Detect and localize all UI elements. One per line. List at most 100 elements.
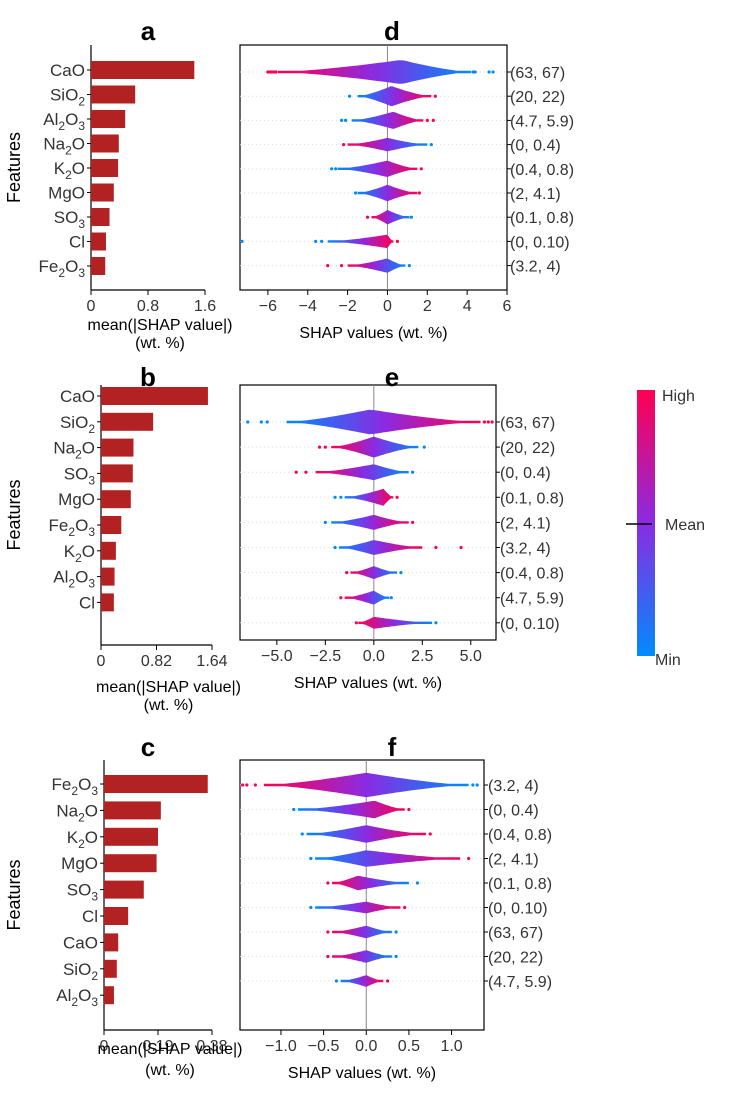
violin-shape <box>340 975 384 987</box>
bar <box>101 593 114 612</box>
outlier-point <box>417 191 421 195</box>
colorbar-high-label: High <box>662 388 695 405</box>
bar <box>104 880 144 899</box>
bar <box>91 257 106 275</box>
row-range-label: (4.7, 5.9) <box>488 974 552 991</box>
outlier-point <box>342 143 346 147</box>
row-range-label: (20, 22) <box>488 950 543 967</box>
outlier-point <box>475 783 479 787</box>
outlier-point <box>344 118 348 122</box>
outlier-point <box>292 807 296 812</box>
bar <box>104 933 119 952</box>
outlier-point <box>334 979 339 983</box>
outlier-point <box>419 167 423 171</box>
outlier-point <box>471 783 475 787</box>
bar <box>104 986 114 1005</box>
outlier-point <box>389 596 393 600</box>
bar <box>104 801 161 820</box>
row-range-label: (63, 67) <box>488 925 543 942</box>
x-tick-label: 2 <box>423 298 432 315</box>
x-axis-label: mean(|SHAP value|) <box>88 317 233 334</box>
x-tick-label: 0 <box>87 298 96 315</box>
outlier-point <box>365 215 370 219</box>
outlier-point <box>339 596 343 600</box>
violin-shape <box>331 514 409 530</box>
category-label: Fe2O3 <box>39 257 86 280</box>
row-range-label: (2, 4.1) <box>510 186 561 203</box>
outlier-point <box>334 167 338 171</box>
row-range-label: (4.7, 5.9) <box>500 591 564 608</box>
outlier-point <box>407 264 411 268</box>
outlier-point <box>428 832 432 836</box>
panel-label-a: a <box>141 16 156 46</box>
outlier-point <box>330 167 334 171</box>
outlier-point <box>385 979 390 983</box>
violin-shape <box>332 950 392 963</box>
panel-c: c Fe2O3 Na2O K2O MgO SO3 Cl CaO SiO2 Al2O3 0 0.19 0.… <box>4 732 242 1079</box>
outlier-point <box>434 545 438 550</box>
x-tick-label: −5.0 <box>261 648 293 665</box>
outlier-point <box>487 70 491 74</box>
outlier-point <box>394 954 398 959</box>
category-label: Fe2O3 <box>52 775 99 798</box>
bar <box>101 438 134 457</box>
row-range-label: (2, 4.1) <box>500 515 551 532</box>
panel-label-b: b <box>140 362 156 392</box>
outlier-point <box>482 420 486 424</box>
outlier-point <box>345 571 349 575</box>
category-label: Na2O <box>53 439 95 462</box>
violin-shape <box>351 111 424 129</box>
violin-shape <box>338 540 423 555</box>
outlier-point <box>326 264 330 268</box>
outlier-point <box>274 70 278 74</box>
bar <box>101 490 131 509</box>
x-axis-label: SHAP values (wt. %) <box>288 1065 436 1082</box>
outlier-point <box>320 239 324 243</box>
category-label: CaO <box>60 387 95 406</box>
outlier-point <box>399 571 403 575</box>
violin-shape <box>350 566 398 580</box>
outlier-point <box>486 420 490 424</box>
outlier-point <box>394 930 398 934</box>
outlier-point <box>240 239 244 243</box>
category-label: Na2O <box>43 135 85 158</box>
panel-label-e: e <box>385 362 399 392</box>
x-tick-label: 2.5 <box>411 648 433 665</box>
x-tick-label: −1.0 <box>265 1038 297 1055</box>
category-label: Al2O3 <box>56 986 98 1009</box>
outlier-point <box>473 70 477 74</box>
x-tick-label: 4 <box>463 298 472 315</box>
outlier-point <box>353 191 358 195</box>
colorbar-mean-label: Mean <box>665 517 705 534</box>
row-range-label: (0.4, 0.8) <box>488 827 552 844</box>
row-range-label: (63, 67) <box>510 65 565 82</box>
bar <box>101 412 154 431</box>
violin-shape <box>357 86 432 107</box>
bar <box>91 159 119 177</box>
row-range-label: (0, 0.10) <box>500 616 560 633</box>
outlier-point <box>326 954 330 959</box>
category-label: MgO <box>61 854 98 873</box>
outlier-point <box>317 445 322 449</box>
outlier-point <box>434 621 438 625</box>
outlier-point <box>309 905 313 910</box>
row-range-label: (0.1, 0.8) <box>500 490 564 507</box>
category-label: Fe2O3 <box>49 516 96 539</box>
panel-d: d (63, 67) (20, 22) (4.7, 5.9) (0, 0.4) (0.4,… <box>239 16 574 342</box>
row-range-label: (63, 67) <box>500 415 555 432</box>
bar <box>104 827 158 846</box>
outlier-point <box>431 118 435 122</box>
x-tick-label: 5.0 <box>460 648 482 665</box>
x-tick-label: −2.5 <box>310 648 342 665</box>
x-tick-label: 1.0 <box>440 1038 462 1055</box>
panel-label-c: c <box>141 732 155 762</box>
bar <box>104 907 129 925</box>
outlier-point <box>395 495 399 499</box>
row-range-label: (0, 0.4) <box>488 803 539 820</box>
row-range-label: (0, 0.4) <box>500 465 551 482</box>
outlier-point <box>300 832 304 836</box>
outlier-point <box>490 420 494 424</box>
outlier-point <box>395 239 400 243</box>
row-range-label: (0, 0.4) <box>510 138 561 155</box>
